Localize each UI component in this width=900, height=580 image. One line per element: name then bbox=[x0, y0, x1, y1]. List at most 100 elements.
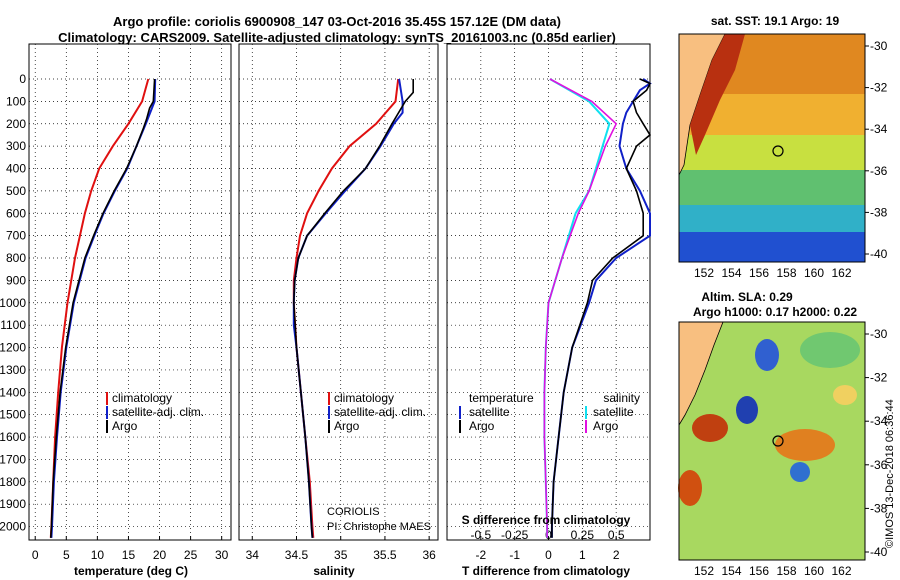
difference-profile-panel: -2 -1 0 1 2 -0.5 -0.25 0 0.25 0.5 bbox=[446, 43, 652, 562]
x-tick-label: -1 bbox=[509, 548, 520, 562]
legend-temp-argo: Argo bbox=[469, 419, 495, 433]
series-line-climatology bbox=[49, 78, 150, 538]
x-tick-label: 0 bbox=[545, 548, 552, 562]
y-tick-label: 200 bbox=[6, 117, 26, 131]
sst-mid-band bbox=[679, 135, 865, 175]
series-line-temperature-argo bbox=[551, 78, 652, 538]
x-tick-label: 10 bbox=[91, 548, 105, 562]
legend-swatch-climatology bbox=[106, 392, 108, 405]
sst-argo-location bbox=[772, 145, 784, 157]
sla-frame bbox=[678, 321, 866, 561]
x-tick-label: 25 bbox=[184, 548, 198, 562]
sla-map: Altim. SLA: 0.29 Argo h1000: 0.17 h2000:… bbox=[678, 290, 888, 578]
y-tick-label: 0 bbox=[19, 72, 26, 86]
legend-swatch-sal-argo bbox=[585, 420, 587, 433]
map-x-tick-label: 152 bbox=[694, 266, 714, 280]
series-line-climatology bbox=[292, 78, 400, 538]
legend-sal-satellite: satellite bbox=[593, 405, 634, 419]
map-x-tick-label: 158 bbox=[776, 564, 796, 578]
y-tick-label: 800 bbox=[6, 251, 26, 265]
map-x-tick-label: 152 bbox=[694, 564, 714, 578]
map-x-tick-label: 160 bbox=[804, 564, 824, 578]
legend-temperature-header: temperature bbox=[469, 391, 534, 405]
map-x-tick-label: 162 bbox=[831, 564, 851, 578]
sla-high-eddy bbox=[833, 385, 857, 405]
salinity-profile-panel: 34 34.5 35 35.5 36 bbox=[238, 43, 439, 562]
x-tick-label: 15 bbox=[122, 548, 136, 562]
figure-title-line1: Argo profile: coriolis 6900908_147 03-Oc… bbox=[113, 14, 561, 29]
y-tick-label: 1600 bbox=[0, 430, 26, 444]
pi-label: PI: Christophe MAES bbox=[327, 521, 431, 533]
salinity-frame bbox=[238, 43, 439, 541]
sla-axis: -30 -32 -34 -36 -38 -40 152 154 156 158 160 162 bbox=[694, 327, 888, 578]
legend-temp-satellite: satellite bbox=[469, 405, 510, 419]
sla-high-eddy bbox=[692, 414, 728, 442]
x-tick-label: 30 bbox=[215, 548, 229, 562]
x-tick-label: 20 bbox=[153, 548, 167, 562]
sdiff-xlabel: S difference from climatology bbox=[462, 513, 631, 527]
x-tick-label: -2 bbox=[475, 548, 486, 562]
difference-legend: temperature satellite Argo salinity sate… bbox=[459, 391, 640, 433]
y-tick-label: 600 bbox=[6, 206, 26, 220]
x-tick-label: 1 bbox=[579, 548, 586, 562]
map-y-tick-label: -36 bbox=[870, 458, 888, 472]
y-tick-label: 1100 bbox=[0, 318, 26, 332]
legend-swatch-satellite bbox=[328, 406, 330, 419]
y-tick-label: 1200 bbox=[0, 341, 26, 355]
x-tick-label: 35 bbox=[334, 548, 348, 562]
y-tick-label: 1900 bbox=[0, 497, 26, 511]
y-tick-label: 700 bbox=[6, 229, 26, 243]
secondary-x-tick-label: -0.25 bbox=[501, 528, 529, 542]
sla-low-eddy bbox=[790, 462, 810, 482]
map-y-tick-label: -30 bbox=[870, 39, 888, 53]
legend-swatch-argo bbox=[106, 420, 108, 433]
sla-map-title-line2: Argo h1000: 0.17 h2000: 0.22 bbox=[693, 305, 857, 319]
map-y-tick-label: -30 bbox=[870, 327, 888, 341]
sst-axis: -30 -32 -34 -36 -38 -40 152 154 156 158 160 162 bbox=[694, 39, 888, 280]
legend-sal-argo: Argo bbox=[593, 419, 619, 433]
map-y-tick-label: -32 bbox=[870, 81, 888, 95]
temperature-frame bbox=[28, 43, 232, 541]
y-tick-label: 1400 bbox=[0, 385, 26, 399]
map-y-tick-label: -38 bbox=[870, 501, 888, 515]
y-tick-label: 1500 bbox=[0, 408, 26, 422]
y-tick-label: 2000 bbox=[0, 520, 26, 534]
secondary-x-tick-label: 0 bbox=[545, 528, 552, 542]
y-tick-label: 1700 bbox=[0, 452, 26, 466]
y-tick-label: 400 bbox=[6, 162, 26, 176]
map-y-tick-label: -40 bbox=[870, 545, 888, 559]
legend-swatch-temp-satellite bbox=[459, 406, 461, 419]
temperature-legend: climatology satellite-adj. clim. Argo bbox=[106, 391, 204, 433]
sst-map-title: sat. SST: 19.1 Argo: 19 bbox=[711, 14, 840, 28]
x-tick-label: 5 bbox=[63, 548, 70, 562]
x-tick-label: 2 bbox=[613, 548, 620, 562]
map-y-tick-label: -36 bbox=[870, 164, 888, 178]
map-x-tick-label: 156 bbox=[749, 266, 769, 280]
map-y-tick-label: -38 bbox=[870, 205, 888, 219]
y-tick-label: 900 bbox=[6, 273, 26, 287]
sla-low-eddy bbox=[736, 396, 758, 424]
y-tick-label: 100 bbox=[6, 94, 26, 108]
series-line-salinity-argo bbox=[543, 78, 618, 538]
map-x-tick-label: 158 bbox=[776, 266, 796, 280]
temperature-profile-panel: 0100200300400500600700800900100011001200… bbox=[0, 43, 232, 562]
y-tick-label: 1300 bbox=[0, 363, 26, 377]
legend-argo: Argo bbox=[112, 419, 138, 433]
sst-warm-current bbox=[690, 34, 745, 155]
sla-high-eddy bbox=[775, 429, 835, 461]
y-tick-label: 1000 bbox=[0, 296, 26, 310]
y-tick-label: 1800 bbox=[0, 475, 26, 489]
sst-coldest-band bbox=[679, 232, 865, 262]
y-tick-label: 300 bbox=[6, 139, 26, 153]
legend-salinity-header: salinity bbox=[603, 391, 640, 405]
series-line-argo bbox=[50, 78, 156, 538]
map-x-tick-label: 160 bbox=[804, 266, 824, 280]
map-x-tick-label: 162 bbox=[831, 266, 851, 280]
sst-cool-band bbox=[679, 170, 865, 210]
tdiff-xlabel: T difference from climatology bbox=[462, 564, 630, 578]
sla-land bbox=[678, 321, 724, 427]
x-tick-label: 35.5 bbox=[373, 548, 397, 562]
sla-argo-location bbox=[772, 435, 784, 447]
map-y-tick-label: -34 bbox=[870, 414, 888, 428]
